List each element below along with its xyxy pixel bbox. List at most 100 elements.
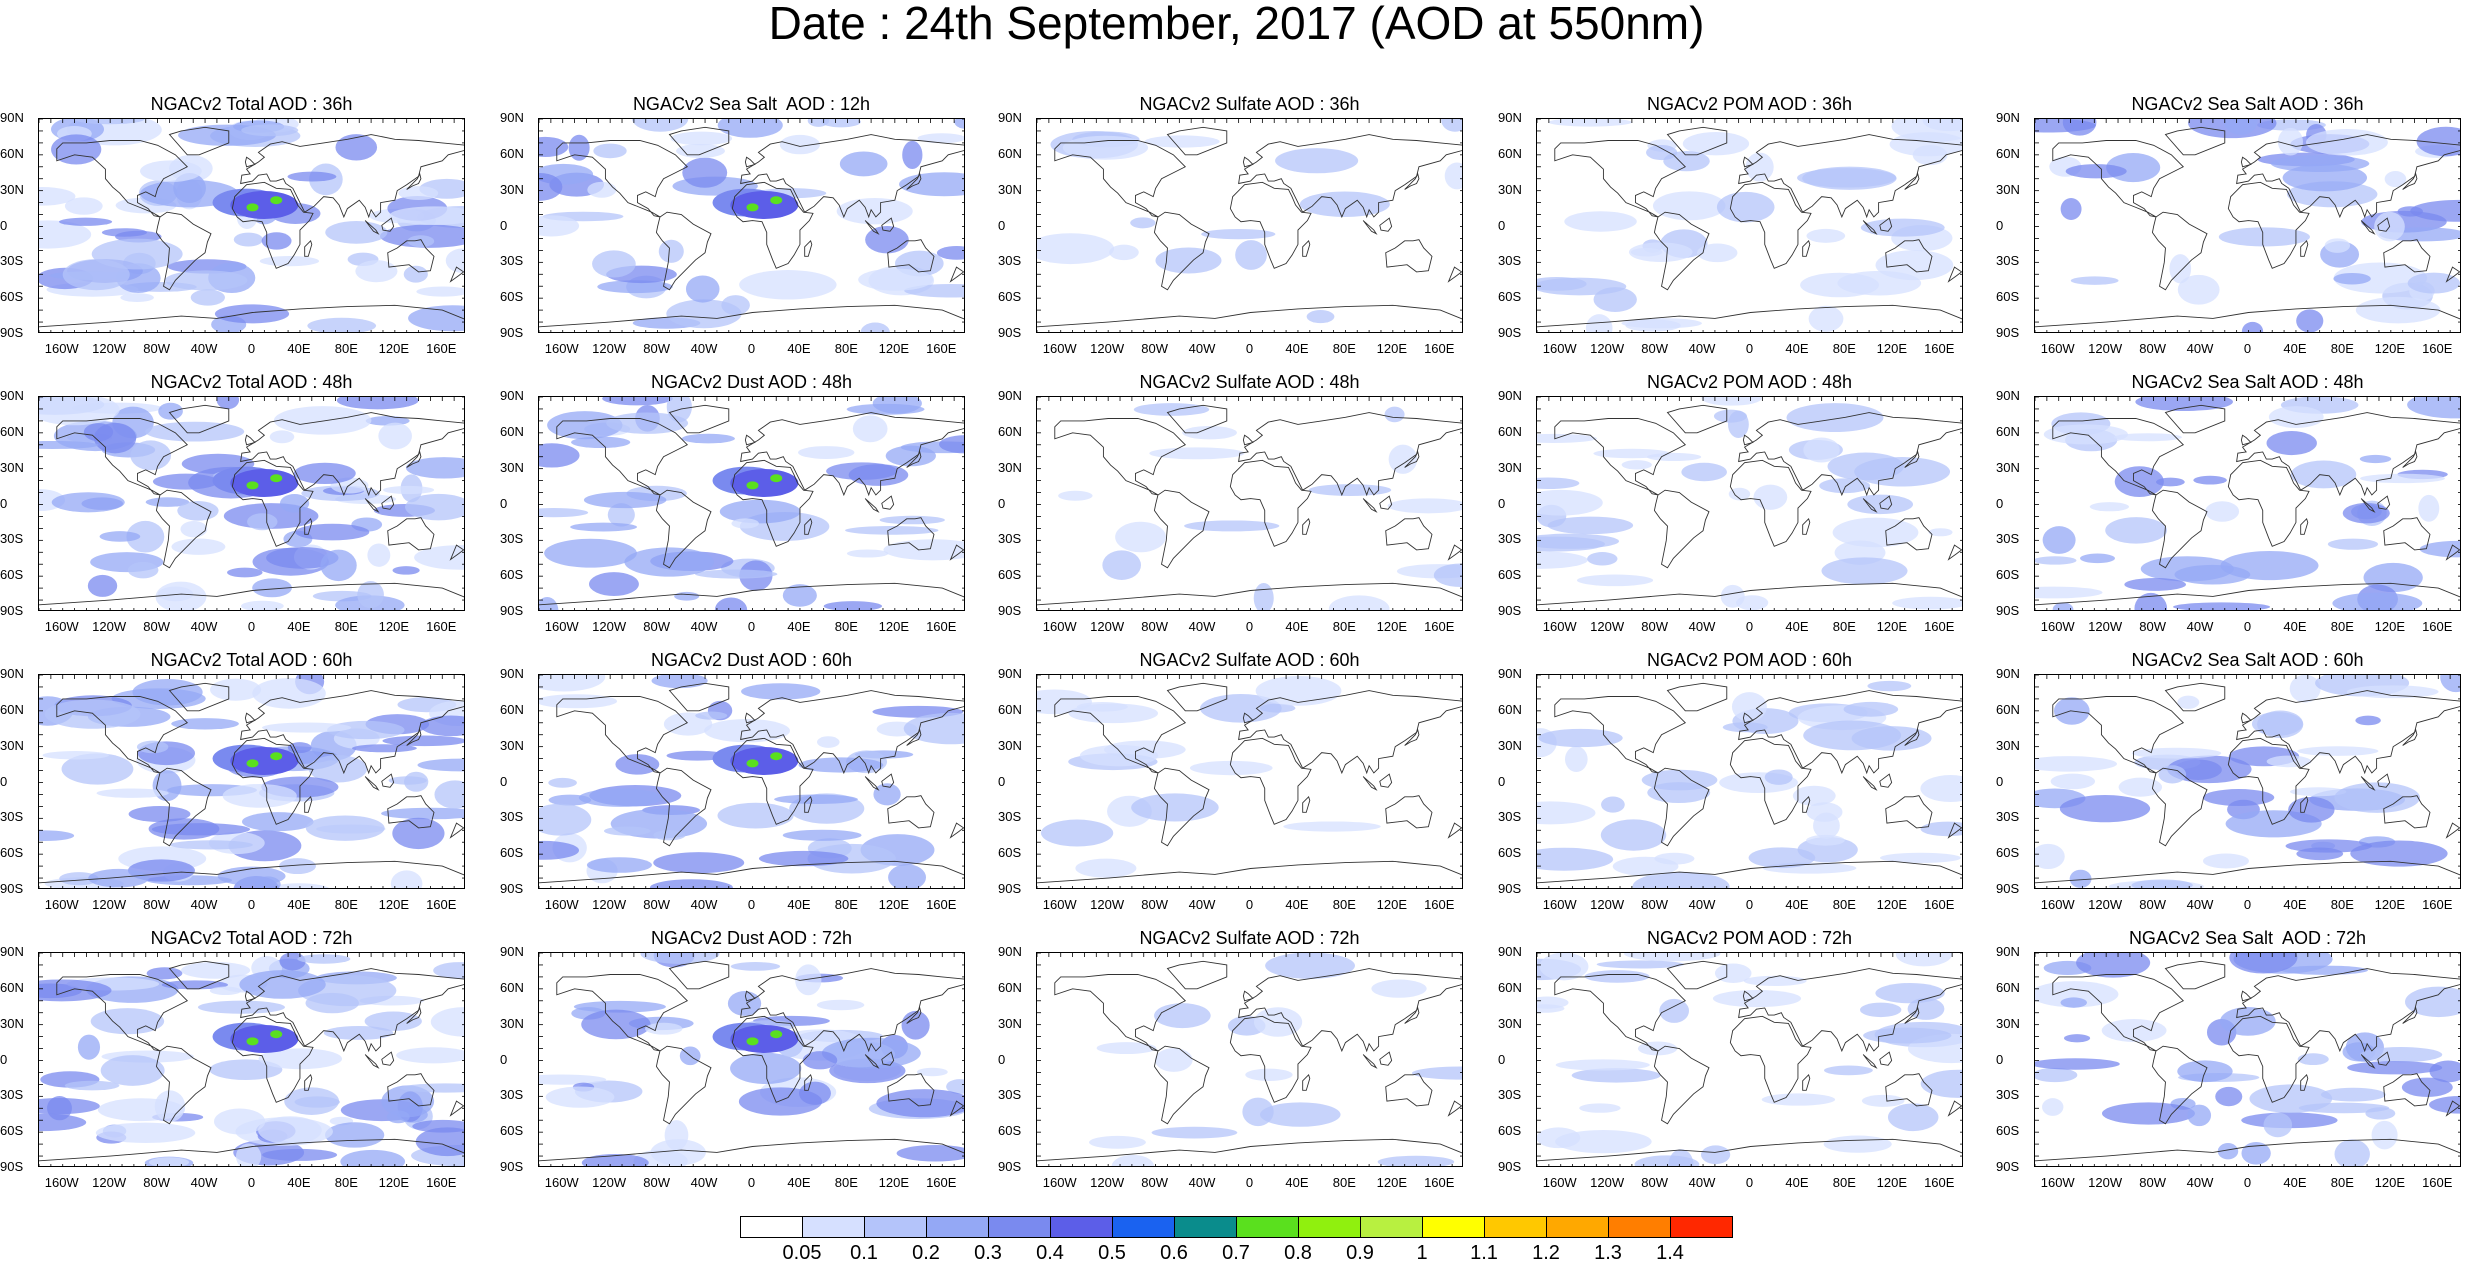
aod-field-blob [64,197,103,215]
coastline [1447,266,1462,283]
panel-title: NGACv2 Sea Salt AOD : 60h [2131,650,2364,670]
lat-tick-label: 0 [1996,773,2004,789]
coastline [1554,418,1687,496]
aod-field-blob [39,397,120,426]
dust-plume [270,752,283,761]
lon-tick-label: 120W [2088,619,2123,634]
coastline [668,960,730,990]
coastline [2227,1015,2310,1103]
lon-tick-label: 0 [247,1175,256,1190]
antarctica-coastline [39,582,464,606]
lon-tick-label: 160E [2422,619,2453,634]
aod-field-blob [44,699,141,729]
aod-field-blob [653,829,686,841]
lat-tick-label: 90S [998,325,1022,340]
lat-tick-label: 60N [500,979,524,995]
coastline [1153,211,1210,291]
coastline [2240,156,2252,168]
coastline [1879,495,1893,510]
coastline [731,181,814,269]
lat-tick-label: 0 [998,495,1006,511]
lat-tick-label: 30N [0,459,24,475]
aod-map [2034,396,2461,611]
antarctica-coastline [539,860,964,884]
aod-field-blob [42,751,109,760]
coastline [406,728,422,746]
aod-field-blob [1716,191,1775,223]
lon-tick-label: 40E [1785,897,1809,912]
lon-tick-label: 0 [247,897,256,912]
lat-tick-label: 90N [500,110,524,125]
lon-tick-label: 80W [1641,1175,1668,1190]
colorbar-swatch [1112,1216,1175,1238]
colorbar-label: 1.4 [1656,1242,1684,1264]
coastline [1054,696,1187,774]
aod-field-blob [1697,243,1738,263]
lon-tick-label: 120W [1090,619,1125,634]
coastline [1385,1073,1433,1107]
coastline [1904,1006,1920,1024]
aod-field-blob [1096,1042,1157,1055]
aod-field-blob [1612,856,1679,876]
lon-tick-label: 80E [1332,341,1356,356]
lat-tick-label: 60N [1996,979,2020,995]
colorbar-label: 0.3 [974,1242,1002,1264]
lat-tick-label: 60N [998,423,1022,439]
aod-map [38,396,465,611]
dust-plume [770,752,783,761]
lon-tick-label: 40W [190,619,218,634]
aod-field-blob [1601,796,1625,813]
aod-field-blob [2080,553,2116,564]
coastline [1904,450,1920,468]
aod-field-blob [681,433,735,444]
coastline [1379,773,1393,788]
lat-tick-label: 90S [1498,603,1522,618]
aod-field-blob [197,1000,285,1014]
lon-tick-label: 0 [1745,897,1754,912]
lon-tick-label: 40E [2283,341,2307,356]
lon-tick-label: 160E [2422,897,2453,912]
aod-field-blob [2043,424,2128,445]
coastline [168,126,230,156]
coastline [1738,690,1962,775]
colorbar-label: 0.9 [1346,1242,1374,1264]
aod-field-blob [539,1074,607,1085]
aod-field-blob [287,742,312,754]
map-svg [39,397,464,610]
colorbar-label: 1.3 [1594,1242,1622,1264]
aod-field-blob [1328,595,1390,610]
coastline [2300,517,2309,535]
coastline [2164,960,2226,990]
aod-field-blob [901,1010,930,1040]
colorbar-label: 0.6 [1160,1242,1188,1264]
lon-tick-label: 0 [2243,1175,2252,1190]
lat-tick-label: 0 [0,217,8,233]
aod-field-blob [1151,1126,1238,1139]
aod-field-blob [879,515,945,525]
lat-tick-label: 30S [998,1087,1022,1103]
lat-tick-label: 90N [1498,944,1522,959]
aod-field-blob [1652,191,1726,221]
aod-field-blob [583,491,667,509]
lat-tick-label: 60S [500,1123,524,1139]
aod-field-blob [180,521,208,538]
aod-field-blob [2289,675,2321,703]
lon-tick-label: 0 [2243,619,2252,634]
aod-map [1036,118,1463,333]
aod-field-blob [570,522,638,532]
coastline [2402,450,2418,468]
aod-field-blob [1564,211,1637,232]
aod-field-blob [587,181,617,198]
aod-field-blob [939,435,964,454]
coastline [244,434,256,446]
lat-tick-label: 30N [500,181,524,197]
lon-tick-label: 80W [1641,341,1668,356]
aod-map [538,952,965,1167]
map-svg [2035,397,2460,610]
aod-field-blob [674,591,700,601]
aod-field-blob [695,711,728,720]
aod-field-blob [917,133,964,144]
coastline [906,450,922,468]
lat-tick-label: 60S [1996,567,2020,583]
coastline [744,434,756,446]
